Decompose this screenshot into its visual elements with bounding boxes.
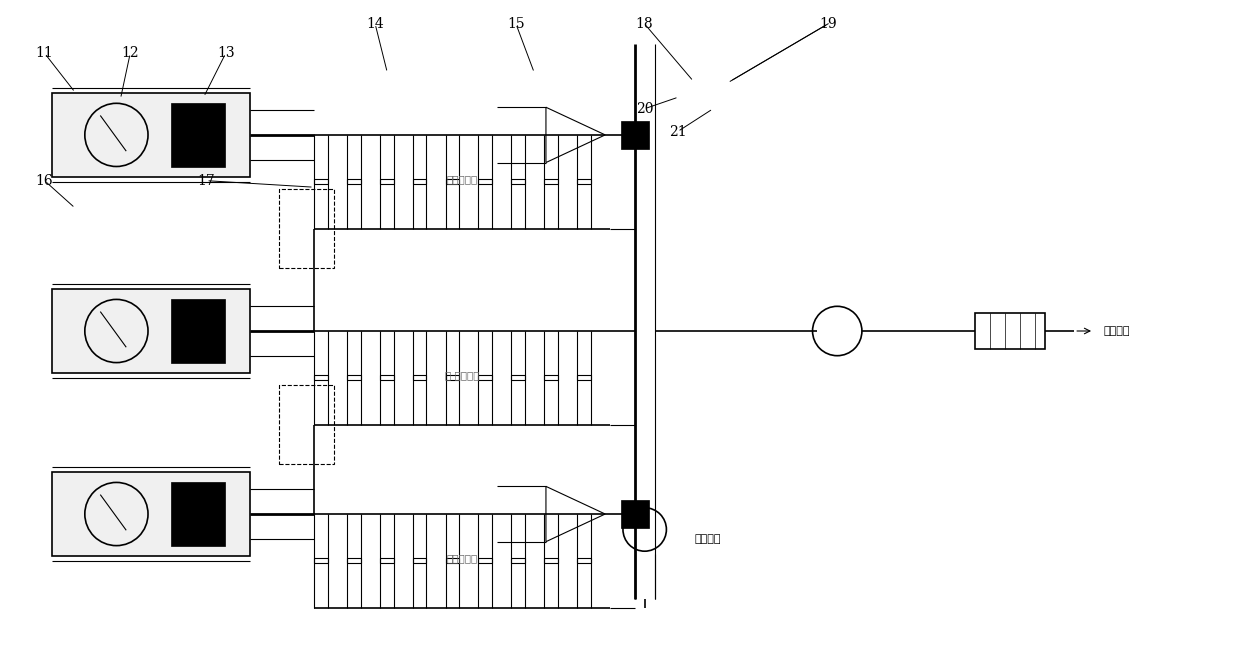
Bar	[621, 500, 649, 528]
Text: 第一组泡泡: 第一组泡泡	[446, 174, 477, 184]
Bar	[976, 313, 1044, 349]
Bar	[171, 299, 224, 363]
Text: 充气系统: 充气系统	[694, 534, 720, 544]
Text: 14: 14	[366, 17, 384, 30]
Text: 16: 16	[36, 173, 53, 187]
Bar	[52, 289, 249, 373]
Text: 15: 15	[507, 17, 525, 30]
Bar	[171, 103, 224, 167]
Text: 18: 18	[636, 17, 653, 30]
Bar	[279, 385, 334, 464]
Text: 12: 12	[122, 46, 139, 60]
Text: 11: 11	[36, 46, 53, 60]
Bar	[279, 189, 334, 268]
Text: 真空系统: 真空系统	[1104, 326, 1131, 336]
Text: 第二组泡泡: 第二组泡泡	[446, 553, 477, 563]
Text: 21: 21	[668, 124, 687, 138]
Text: 17: 17	[197, 173, 215, 187]
Bar	[52, 93, 249, 177]
Bar	[621, 121, 649, 149]
Bar	[52, 472, 249, 556]
Bar	[171, 482, 224, 546]
Text: 13: 13	[217, 46, 234, 60]
Text: 19: 19	[820, 17, 837, 30]
Text: 第 二组泡泡: 第 二组泡泡	[445, 371, 480, 381]
Text: 20: 20	[636, 102, 653, 116]
